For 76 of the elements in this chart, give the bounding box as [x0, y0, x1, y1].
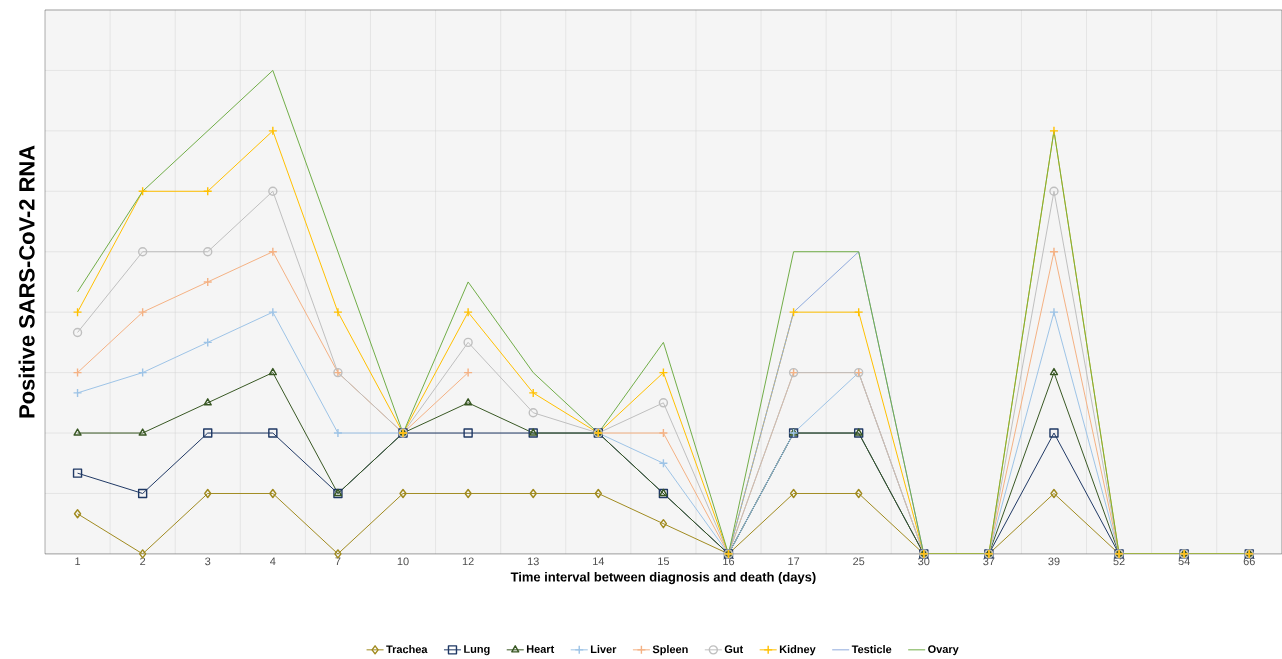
- point: [137, 489, 148, 499]
- point: [463, 398, 473, 406]
- point: [268, 428, 278, 438]
- point: [1049, 368, 1059, 376]
- legend-label: Lung: [464, 645, 490, 656]
- x-tick-label: 13: [527, 557, 539, 566]
- point: [137, 307, 148, 318]
- point: [853, 307, 864, 318]
- point: [137, 247, 148, 257]
- legend-label: Liver: [590, 645, 617, 654]
- legend-label: Trachea: [386, 645, 428, 654]
- point: [464, 489, 472, 499]
- x-tick-label: 4: [270, 557, 276, 566]
- x-tick-label: 2: [140, 557, 146, 566]
- point: [658, 398, 669, 408]
- point: [528, 388, 538, 398]
- point: [138, 428, 147, 436]
- point: [268, 368, 277, 376]
- point: [528, 408, 538, 418]
- x-tick-label: 30: [918, 557, 930, 566]
- point: [72, 328, 83, 338]
- x-tick-label: 52: [1113, 557, 1125, 566]
- legend-label: Spleen: [652, 645, 688, 656]
- point: [463, 368, 473, 378]
- legend-label: Ovary: [928, 645, 959, 656]
- x-tick-label: 25: [853, 557, 865, 566]
- x-tick-label: 3: [205, 557, 211, 566]
- x-tick-label: 14: [593, 557, 605, 566]
- x-tick-label: 1: [75, 557, 81, 566]
- point: [268, 186, 278, 197]
- point: [529, 489, 537, 499]
- point: [203, 247, 213, 257]
- point: [463, 337, 473, 348]
- point: [72, 468, 83, 479]
- point: [268, 247, 278, 257]
- point: [333, 428, 343, 438]
- point: [1049, 428, 1059, 438]
- x-tick-label: 17: [788, 557, 800, 566]
- point: [333, 307, 343, 318]
- point: [203, 277, 213, 287]
- point: [73, 509, 82, 519]
- point: [1049, 307, 1059, 318]
- point: [659, 519, 668, 529]
- point: [268, 126, 278, 136]
- point: [399, 489, 407, 499]
- x-tick-label: 66: [1243, 557, 1255, 566]
- x-tick-label: 16: [723, 557, 735, 566]
- point: [203, 398, 212, 406]
- legend-label: Heart: [526, 645, 555, 654]
- x-tick-label: 15: [658, 557, 670, 566]
- point: [1049, 126, 1059, 136]
- point: [594, 489, 603, 499]
- point: [72, 388, 83, 398]
- point: [658, 428, 669, 438]
- x-tick-label: 39: [1048, 557, 1060, 566]
- point: [1050, 489, 1058, 499]
- point: [463, 428, 473, 438]
- point: [788, 307, 799, 318]
- legend-label: Testicle: [851, 645, 892, 654]
- point: [1049, 247, 1059, 257]
- point: [204, 489, 212, 499]
- point: [854, 489, 863, 499]
- point: [269, 489, 277, 499]
- point: [73, 428, 82, 436]
- x-tick-label: 12: [462, 557, 474, 566]
- point: [72, 307, 83, 318]
- point: [1049, 186, 1059, 197]
- point: [789, 489, 798, 499]
- x-tick-label: 10: [397, 557, 409, 566]
- legend-label: Gut: [724, 645, 744, 654]
- y-axis-title: Positive SARS-CoV-2 RNA: [18, 145, 35, 418]
- point: [268, 307, 278, 318]
- legend-label: Kidney: [779, 645, 816, 656]
- point: [203, 428, 213, 438]
- point: [463, 307, 473, 318]
- x-axis-title: Time interval between diagnosis and death (days): [510, 572, 816, 585]
